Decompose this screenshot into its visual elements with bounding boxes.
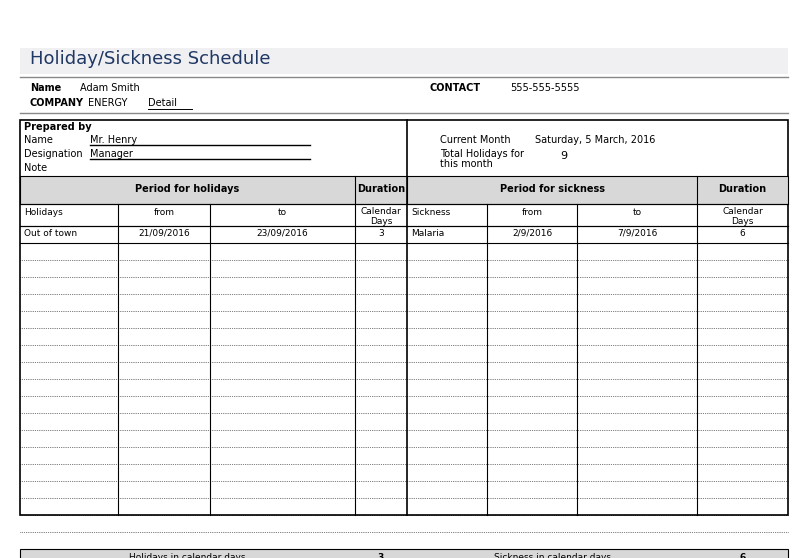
Text: Name: Name [24,135,53,145]
Text: Total Holidays for: Total Holidays for [440,149,524,159]
Text: this month: this month [440,159,493,169]
Text: Current Month: Current Month [440,135,511,145]
Text: COMPANY: COMPANY [30,98,84,108]
Text: Mr. Henry: Mr. Henry [90,135,137,145]
Text: 9: 9 [560,151,567,161]
Text: Period for sickness: Period for sickness [499,184,604,194]
Bar [20,549,788,558]
Text: 3: 3 [378,553,384,558]
Text: from: from [154,208,175,217]
Text: Sickness in calendar days: Sickness in calendar days [494,553,611,558]
Text: Sickness: Sickness [411,208,450,217]
Text: Name: Name [30,83,61,93]
Text: 3: 3 [378,229,384,238]
Text: Designation: Designation [24,149,82,159]
Text: Duration: Duration [718,184,767,194]
Text: 6: 6 [739,229,745,238]
Text: Adam Smith: Adam Smith [80,83,140,93]
Bar [20,176,407,204]
Text: 6: 6 [739,553,746,558]
Text: Calendar
Days: Calendar Days [360,207,402,227]
Bar [407,176,788,204]
Text: CONTACT: CONTACT [430,83,481,93]
Text: 2/9/2016: 2/9/2016 [512,229,552,238]
Text: 21/09/2016: 21/09/2016 [138,229,190,238]
Text: Period for holidays: Period for holidays [136,184,240,194]
Text: Malaria: Malaria [411,229,444,238]
Text: Duration: Duration [357,184,405,194]
Text: 555-555-5555: 555-555-5555 [510,83,579,93]
Text: Holiday/Sickness Schedule: Holiday/Sickness Schedule [30,50,271,68]
Text: to: to [278,208,287,217]
Text: 7/9/2016: 7/9/2016 [617,229,657,238]
Text: Prepared by: Prepared by [24,122,91,132]
Bar [20,120,788,515]
Text: Calendar
Days: Calendar Days [722,207,763,227]
Bar [20,48,788,74]
Text: Holidays in calendar days: Holidays in calendar days [129,553,246,558]
Text: to: to [633,208,642,217]
Text: Note: Note [24,163,47,173]
Text: Saturday, 5 March, 2016: Saturday, 5 March, 2016 [535,135,655,145]
Text: Manager: Manager [90,149,133,159]
Text: 23/09/2016: 23/09/2016 [257,229,309,238]
Text: Out of town: Out of town [24,229,77,238]
Text: Holidays: Holidays [24,208,63,217]
Text: from: from [521,208,542,217]
Text: ENERGY: ENERGY [88,98,128,108]
Text: Detail: Detail [148,98,177,108]
